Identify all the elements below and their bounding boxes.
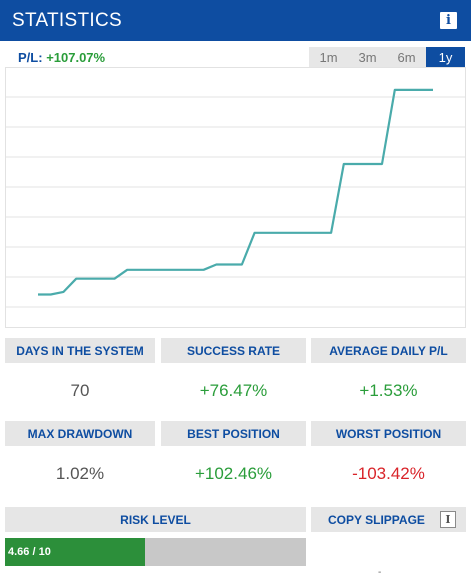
chart-grid (6, 96, 465, 308)
range-tab-6m[interactable]: 6m (387, 46, 426, 68)
info-icon[interactable]: i (440, 511, 456, 528)
statistics-header: STATISTICS i (0, 0, 471, 41)
risk-level-fill: 4.66 / 10 (5, 538, 146, 566)
stat-header-avg-daily: AVERAGE DAILY P/L (311, 338, 466, 363)
risk-level-bar: 4.66 / 10 (5, 538, 306, 566)
stat-value-best-position: +102.46% (194, 464, 273, 483)
page-title: STATISTICS (12, 9, 122, 31)
performance-chart (5, 67, 466, 328)
range-tab-1y[interactable]: 1y (426, 46, 465, 68)
range-tabs: 1m 3m 6m 1y (309, 46, 465, 68)
chart-svg (6, 88, 465, 308)
stat-header-success-rate: SUCCESS RATE (161, 338, 306, 363)
pl-row: P/L: +107.07% 1m 3m 6m 1y (0, 46, 471, 68)
stat-value-max-drawdown: 1.02% (55, 464, 105, 483)
stat-header-worst-position: WORST POSITION (311, 421, 466, 446)
stat-header-risk-level: RISK LEVEL (5, 507, 306, 532)
copy-slippage-value-marker: - (378, 567, 382, 578)
range-tab-3m[interactable]: 3m (348, 46, 387, 68)
chart-series-line (38, 88, 433, 296)
stat-header-copy-slippage: COPY SLIPPAGE i (311, 507, 466, 532)
stat-header-days: DAYS IN THE SYSTEM (5, 338, 155, 363)
info-icon[interactable]: i (440, 12, 457, 29)
stat-value-days: 70 (70, 381, 90, 400)
pl-summary: P/L: +107.07% (0, 50, 105, 65)
stat-value-avg-daily: +1.53% (359, 381, 418, 400)
stat-value-success-rate: +76.47% (199, 381, 268, 400)
stat-value-worst-position: -103.42% (352, 464, 425, 483)
stat-header-max-drawdown: MAX DRAWDOWN (5, 421, 155, 446)
pl-label: P/L: (18, 49, 43, 65)
risk-level-value: 4.66 / 10 (8, 546, 51, 558)
pl-value: +107.07% (46, 49, 106, 65)
stat-header-best-position: BEST POSITION (161, 421, 306, 446)
range-tab-1m[interactable]: 1m (309, 46, 348, 68)
copy-slippage-label: COPY SLIPPAGE (328, 512, 425, 527)
